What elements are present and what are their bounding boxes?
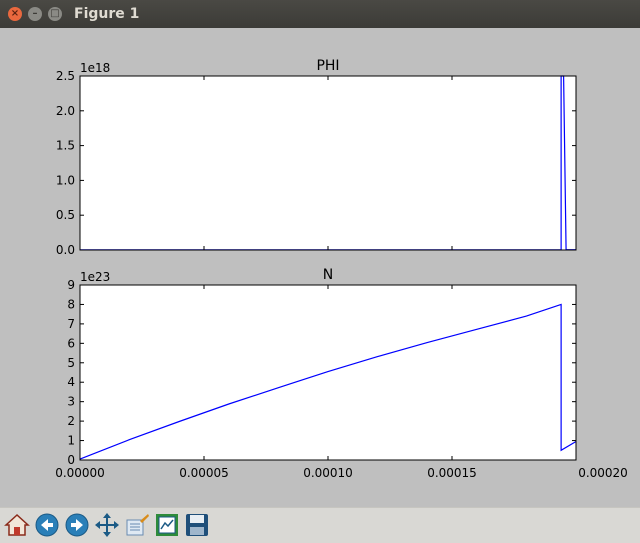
pan-move-icon	[95, 513, 119, 537]
subplot-title: N	[323, 267, 333, 283]
floppy-save-icon	[186, 514, 208, 536]
y-tick-label: 0	[67, 453, 75, 467]
subplots-config-icon	[156, 514, 178, 536]
axes-background	[80, 285, 576, 460]
y-tick-label: 2.0	[56, 104, 75, 118]
series-line	[79, 303, 577, 460]
pan-button[interactable]	[94, 512, 120, 538]
home-icon	[4, 513, 30, 536]
y-tick-label: 4	[67, 375, 75, 389]
y-tick-label: 1.0	[56, 173, 75, 187]
y-tick-label: 9	[67, 278, 75, 292]
axis-offset-label: 1e23	[80, 270, 110, 284]
navigation-toolbar	[0, 507, 640, 543]
subplot-title: PHI	[316, 58, 339, 74]
x-tick-label: 0.00005	[179, 466, 229, 480]
subplot-n: 0 1 2 3 4 5 6 7 8 9 0.00000 0.00005 0.00010 0.00015 0.…	[55, 267, 628, 480]
forward-arrow-icon	[65, 513, 89, 537]
y-tick-label: 6	[67, 336, 75, 350]
minimize-window-button[interactable]: –	[28, 7, 42, 21]
zoom-button[interactable]	[124, 512, 150, 538]
window-title: Figure 1	[74, 6, 140, 22]
back-button[interactable]	[34, 512, 60, 538]
subplot-phi: 0.0 0.5 1.0 1.5 2.0 2.5 PHI 1e18	[56, 58, 577, 257]
y-tick-label: 2	[67, 414, 75, 428]
x-tick-label: 0.00010	[303, 466, 353, 480]
figure-plot-area: 0.0 0.5 1.0 1.5 2.0 2.5 PHI 1e18 0 1 2 3 4 5 6 7 8 9 0.000…	[55, 58, 628, 480]
x-tick-label: 0.00015	[427, 466, 477, 480]
y-tick-label: 5	[67, 356, 75, 370]
save-button[interactable]	[184, 512, 210, 538]
close-window-button[interactable]: ×	[8, 7, 22, 21]
axis-offset-label: 1e18	[80, 61, 110, 75]
y-tick-label: 7	[67, 317, 75, 331]
x-tick-label: 0.00000	[55, 466, 105, 480]
forward-button[interactable]	[64, 512, 90, 538]
zoom-rect-icon	[126, 514, 149, 536]
y-tick-label: 3	[67, 395, 75, 409]
back-arrow-icon	[35, 513, 59, 537]
title-bar: × – □ Figure 1	[0, 0, 640, 28]
maximize-window-button[interactable]: □	[48, 7, 62, 21]
y-tick-label: 0.0	[56, 243, 75, 257]
y-tick-label: 0.5	[56, 208, 75, 222]
y-tick-label: 2.5	[56, 69, 75, 83]
y-tick-label: 1	[67, 434, 75, 448]
figure-canvas[interactable]: 0.0 0.5 1.0 1.5 2.0 2.5 PHI 1e18 0 1 2 3 4 5 6 7 8 9 0.000…	[0, 28, 640, 507]
axes-background	[80, 76, 576, 250]
home-button[interactable]	[4, 512, 30, 538]
y-tick-label: 1.5	[56, 139, 75, 153]
x-tick-label: 0.00020	[578, 466, 628, 480]
y-tick-label: 8	[67, 297, 75, 311]
configure-subplots-button[interactable]	[154, 512, 180, 538]
